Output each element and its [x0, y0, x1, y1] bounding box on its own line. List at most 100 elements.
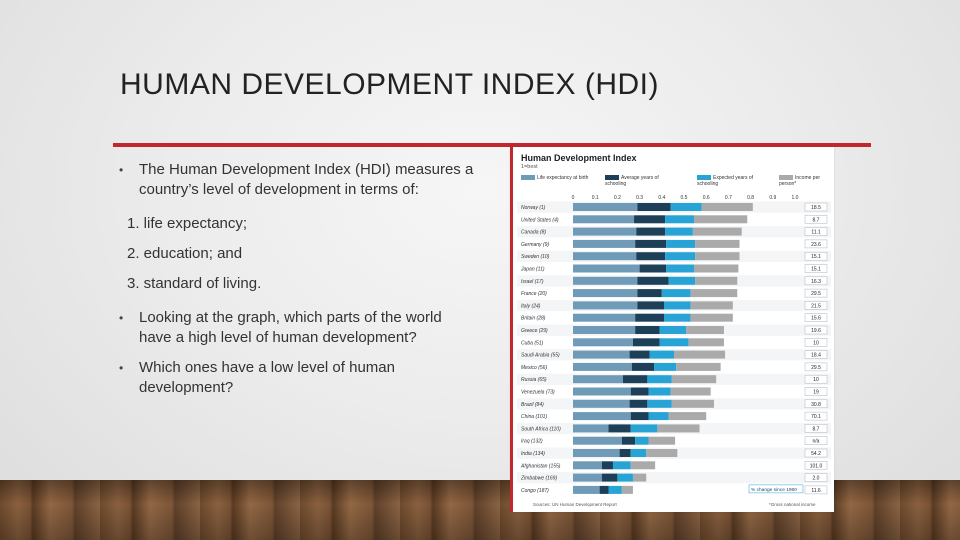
bar-segment — [630, 412, 649, 421]
bar-segment — [635, 436, 649, 445]
country-label: Venezuela (73) — [521, 390, 555, 396]
title-divider — [113, 143, 871, 147]
bullet-3: Which ones have a low level of human dev… — [115, 358, 475, 398]
bar-segment — [573, 289, 638, 298]
bar-segment — [637, 203, 671, 211]
bar-segment — [630, 424, 658, 433]
bar-segment — [573, 227, 637, 236]
bar-segment — [601, 461, 613, 470]
country-label: Saudi Arabia (55) — [521, 353, 560, 359]
change-value: 10 — [813, 377, 819, 383]
bar-segment — [573, 338, 633, 347]
change-box — [804, 251, 828, 261]
change-box — [804, 325, 828, 335]
bar-segment — [635, 313, 665, 322]
bar-segment — [573, 461, 602, 470]
change-value: 30.8 — [811, 402, 821, 408]
bar-segment — [668, 276, 696, 285]
change-box — [804, 338, 828, 347]
slide-body: The Human Development Index (HDI) measur… — [115, 160, 475, 398]
bar-segment — [573, 387, 631, 396]
change-value: 16.3 — [811, 279, 821, 285]
country-label: Israel (17) — [521, 279, 544, 285]
country-label: Mexico (56) — [521, 365, 547, 371]
bar-segment — [686, 326, 724, 334]
bar-segment — [676, 362, 721, 371]
country-label: United States (4) — [521, 217, 559, 223]
legend-swatch-avg — [605, 175, 619, 180]
bar-segment — [573, 436, 622, 445]
change-box — [804, 461, 828, 470]
bar-segment — [573, 399, 630, 408]
change-box — [804, 288, 828, 298]
legend-avg-schooling: Average years of schooling — [605, 175, 659, 187]
bar-segment — [617, 473, 633, 482]
country-label: Iraq (132) — [521, 439, 543, 445]
x-tick-label: 0.6 — [703, 195, 710, 201]
bar-segment — [573, 412, 631, 421]
bar-segment — [599, 485, 609, 494]
bar-segment — [648, 436, 676, 445]
bar-segment — [619, 449, 631, 457]
x-tick-label: 0.7 — [725, 195, 732, 201]
change-box — [804, 374, 828, 384]
bar-segment — [666, 264, 694, 273]
bar-segment — [573, 375, 623, 384]
bar-segment — [629, 350, 650, 359]
bar-segment — [637, 276, 669, 285]
chart-title: Human Development Index — [521, 153, 637, 163]
bar-segment — [648, 387, 671, 396]
bar-segment — [636, 252, 666, 261]
country-label: Germany (9) — [521, 242, 549, 248]
x-tick-label: 0.5 — [681, 195, 688, 201]
legend-swatch-income — [779, 175, 793, 180]
bar-segment — [637, 289, 662, 298]
list-item-standard-of-living: 3. standard of living. — [127, 275, 262, 292]
bar-segment — [692, 227, 742, 236]
change-value: 11.1 — [811, 230, 821, 236]
bar-segment — [665, 215, 694, 224]
x-tick-label: 1.0 — [792, 195, 799, 201]
bar-segment — [621, 485, 633, 494]
country-label: India (134) — [521, 451, 545, 457]
bar-segment — [573, 449, 620, 457]
chart-source: Sources: UN Human Development Report — [533, 502, 617, 507]
change-value: 15.6 — [811, 316, 821, 322]
bar-segment — [665, 252, 696, 261]
change-value: 10 — [813, 340, 819, 346]
bar-segment — [648, 412, 669, 421]
bullet-2: Looking at the graph, which parts of the… — [115, 308, 475, 348]
bar-segment — [637, 301, 665, 310]
bar-segment — [608, 424, 631, 433]
country-label: Britain (28) — [521, 316, 546, 322]
change-box — [804, 202, 828, 212]
bar-segment — [573, 473, 602, 482]
bar-segment — [695, 252, 740, 261]
bar-segment — [666, 239, 696, 248]
bar-segment — [649, 350, 675, 359]
change-box — [804, 350, 828, 359]
bar-segment — [664, 313, 691, 322]
bar-segment — [670, 387, 711, 396]
change-box — [804, 387, 828, 396]
country-label: Norway (1) — [521, 205, 546, 211]
bar-segment — [573, 301, 638, 310]
country-label: Afghanistan (155) — [520, 463, 561, 469]
bar-segment — [693, 215, 748, 224]
bar-segment — [573, 264, 640, 273]
x-tick-label: 0.3 — [636, 195, 643, 201]
bar-segment — [639, 264, 667, 273]
country-label: Russia (65) — [521, 377, 547, 383]
change-box — [804, 264, 828, 273]
change-label-box — [748, 484, 804, 494]
bar-segment — [632, 338, 660, 347]
change-box — [804, 215, 828, 224]
chart-note: *Gross national income — [769, 502, 816, 507]
change-box — [804, 399, 828, 409]
change-box — [804, 436, 828, 445]
change-box — [804, 485, 828, 495]
change-value: 8.7 — [813, 426, 820, 432]
legend-life-expectancy: Life expectancy at birth — [521, 175, 591, 181]
bar-segment — [674, 350, 726, 359]
bar-segment — [695, 276, 738, 285]
